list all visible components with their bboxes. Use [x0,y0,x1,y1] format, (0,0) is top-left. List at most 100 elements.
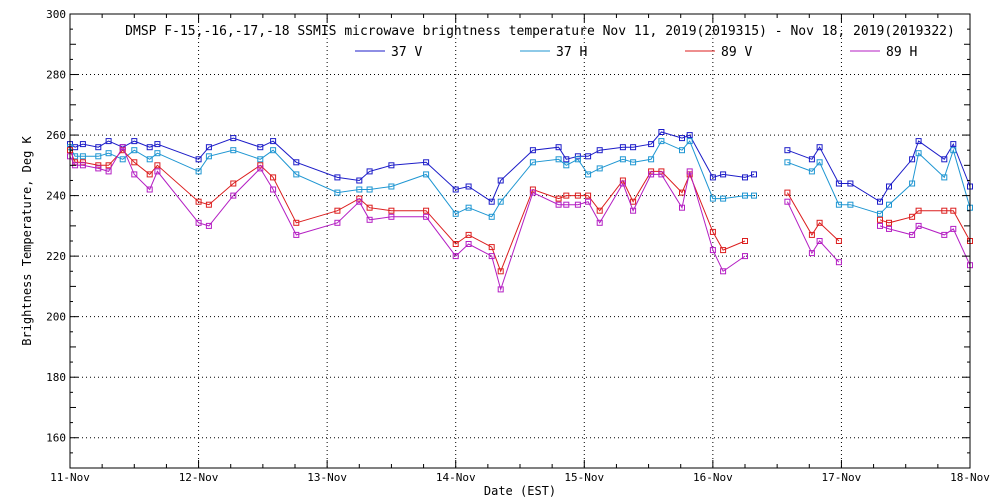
data-point-89-v [465,231,472,238]
data-point-37-h [630,159,637,166]
data-point-37-v [886,183,892,190]
data-point-89-v [941,207,948,214]
data-point-37-v [293,159,300,166]
data-point-89-h [195,219,202,226]
data-point-37-h [585,171,592,178]
data-point-89-v [679,189,685,196]
data-point-89-h [686,168,693,175]
data-point-89-h [423,213,430,220]
data-point-37-h [388,183,395,190]
data-point-37-h [847,201,854,208]
data-point-37-v [619,144,626,151]
data-point-37-v [742,174,748,181]
data-point-89-h [270,186,277,193]
legend-label-37-h: 37 H [556,45,587,60]
data-point-37-h [105,150,112,157]
data-point-37-h [619,156,626,163]
data-point-37-v [941,156,948,163]
data-point-89-h [835,259,842,266]
data-point-37-v [555,144,562,151]
data-point-89-h [154,168,161,175]
data-point-37-h [488,213,495,220]
data-point-89-v [488,244,495,251]
data-point-89-h [742,253,748,260]
data-point-89-v [146,171,153,178]
data-point-89-h [941,231,948,238]
data-point-89-v [886,219,892,226]
data-point-89-v [909,213,916,220]
x-tick-label: 16-Nov [693,471,733,484]
series-line-37-h [69,140,754,218]
data-point-89-h [205,222,212,229]
data-point-89-v [784,189,791,196]
data-point-89-v [835,238,842,244]
x-tick-label: 11-Nov [50,471,90,484]
series-line-89-v [879,210,971,242]
data-point-89-v [574,192,581,199]
y-tick-label: 220 [46,250,66,263]
data-point-37-v [720,171,727,178]
data-point-37-h [816,159,823,166]
chart-title: DMSP F-15,-16,-17,-18 SSMIS microwave br… [125,24,955,39]
data-point-37-v [835,180,842,187]
data-point-89-h [784,198,791,205]
data-point-37-v [847,180,854,187]
data-point-37-v [488,198,495,205]
data-point-89-v [915,207,922,214]
data-point-37-v [79,141,86,148]
data-point-37-h [909,180,916,187]
data-point-37-h [751,192,757,199]
data-point-89-h [257,165,264,172]
data-point-37-h [555,156,562,163]
data-point-89-h [596,219,603,226]
data-point-89-h [679,204,685,211]
axis-ticks: 11-Nov 12-Nov 13-Nov 14-Nov 15-Nov 16-Nov 17-N… [46,8,990,484]
data-point-89-v [270,174,277,181]
data-point-37-h [95,153,102,160]
y-tick-label: 240 [46,190,66,203]
data-point-37-h [742,192,748,199]
data-point-37-h [886,201,892,208]
data-point-89-h [230,192,237,199]
data-point-37-h [529,159,536,166]
data-point-89-v [366,204,373,211]
data-point-37-h [679,147,685,154]
data-point-89-v [131,159,138,166]
data-point-89-h [574,201,581,208]
data-point-89-v [154,162,161,169]
data-point-37-v [366,168,373,175]
data-point-89-v [816,219,823,226]
data-point-37-v [679,135,685,142]
data-point-37-v [334,174,341,181]
data-point-89-h [709,247,716,254]
y-axis-label: Brightness Temperature, Deg K [20,135,34,345]
data-point-37-h [119,156,126,163]
data-point-89-h [497,286,504,293]
data-point-89-v [230,180,237,187]
data-point-89-v [596,207,603,214]
y-tick-label: 160 [46,432,66,445]
data-point-37-h [497,198,504,205]
data-point-37-v [497,177,504,184]
data-point-37-v [257,144,264,151]
data-point-89-h [619,180,626,187]
data-point-89-h [950,225,957,232]
data-point-37-v [105,138,112,145]
data-point-89-h [146,186,153,193]
data-point-37-h [334,189,341,196]
data-point-89-h [658,171,665,178]
data-point-37-v [388,162,395,169]
legend-label-89-v: 89 V [721,45,752,60]
data-point-89-h [648,171,655,178]
data-point-37-v [784,147,791,154]
data-point-37-h [784,159,791,166]
data-point-89-h [555,201,562,208]
data-point-89-v [95,162,102,169]
data-point-89-v [423,207,430,214]
data-point-37-v [751,171,757,178]
data-point-89-h [877,222,883,229]
data-point-89-h [909,231,916,238]
data-point-37-h [366,186,373,193]
